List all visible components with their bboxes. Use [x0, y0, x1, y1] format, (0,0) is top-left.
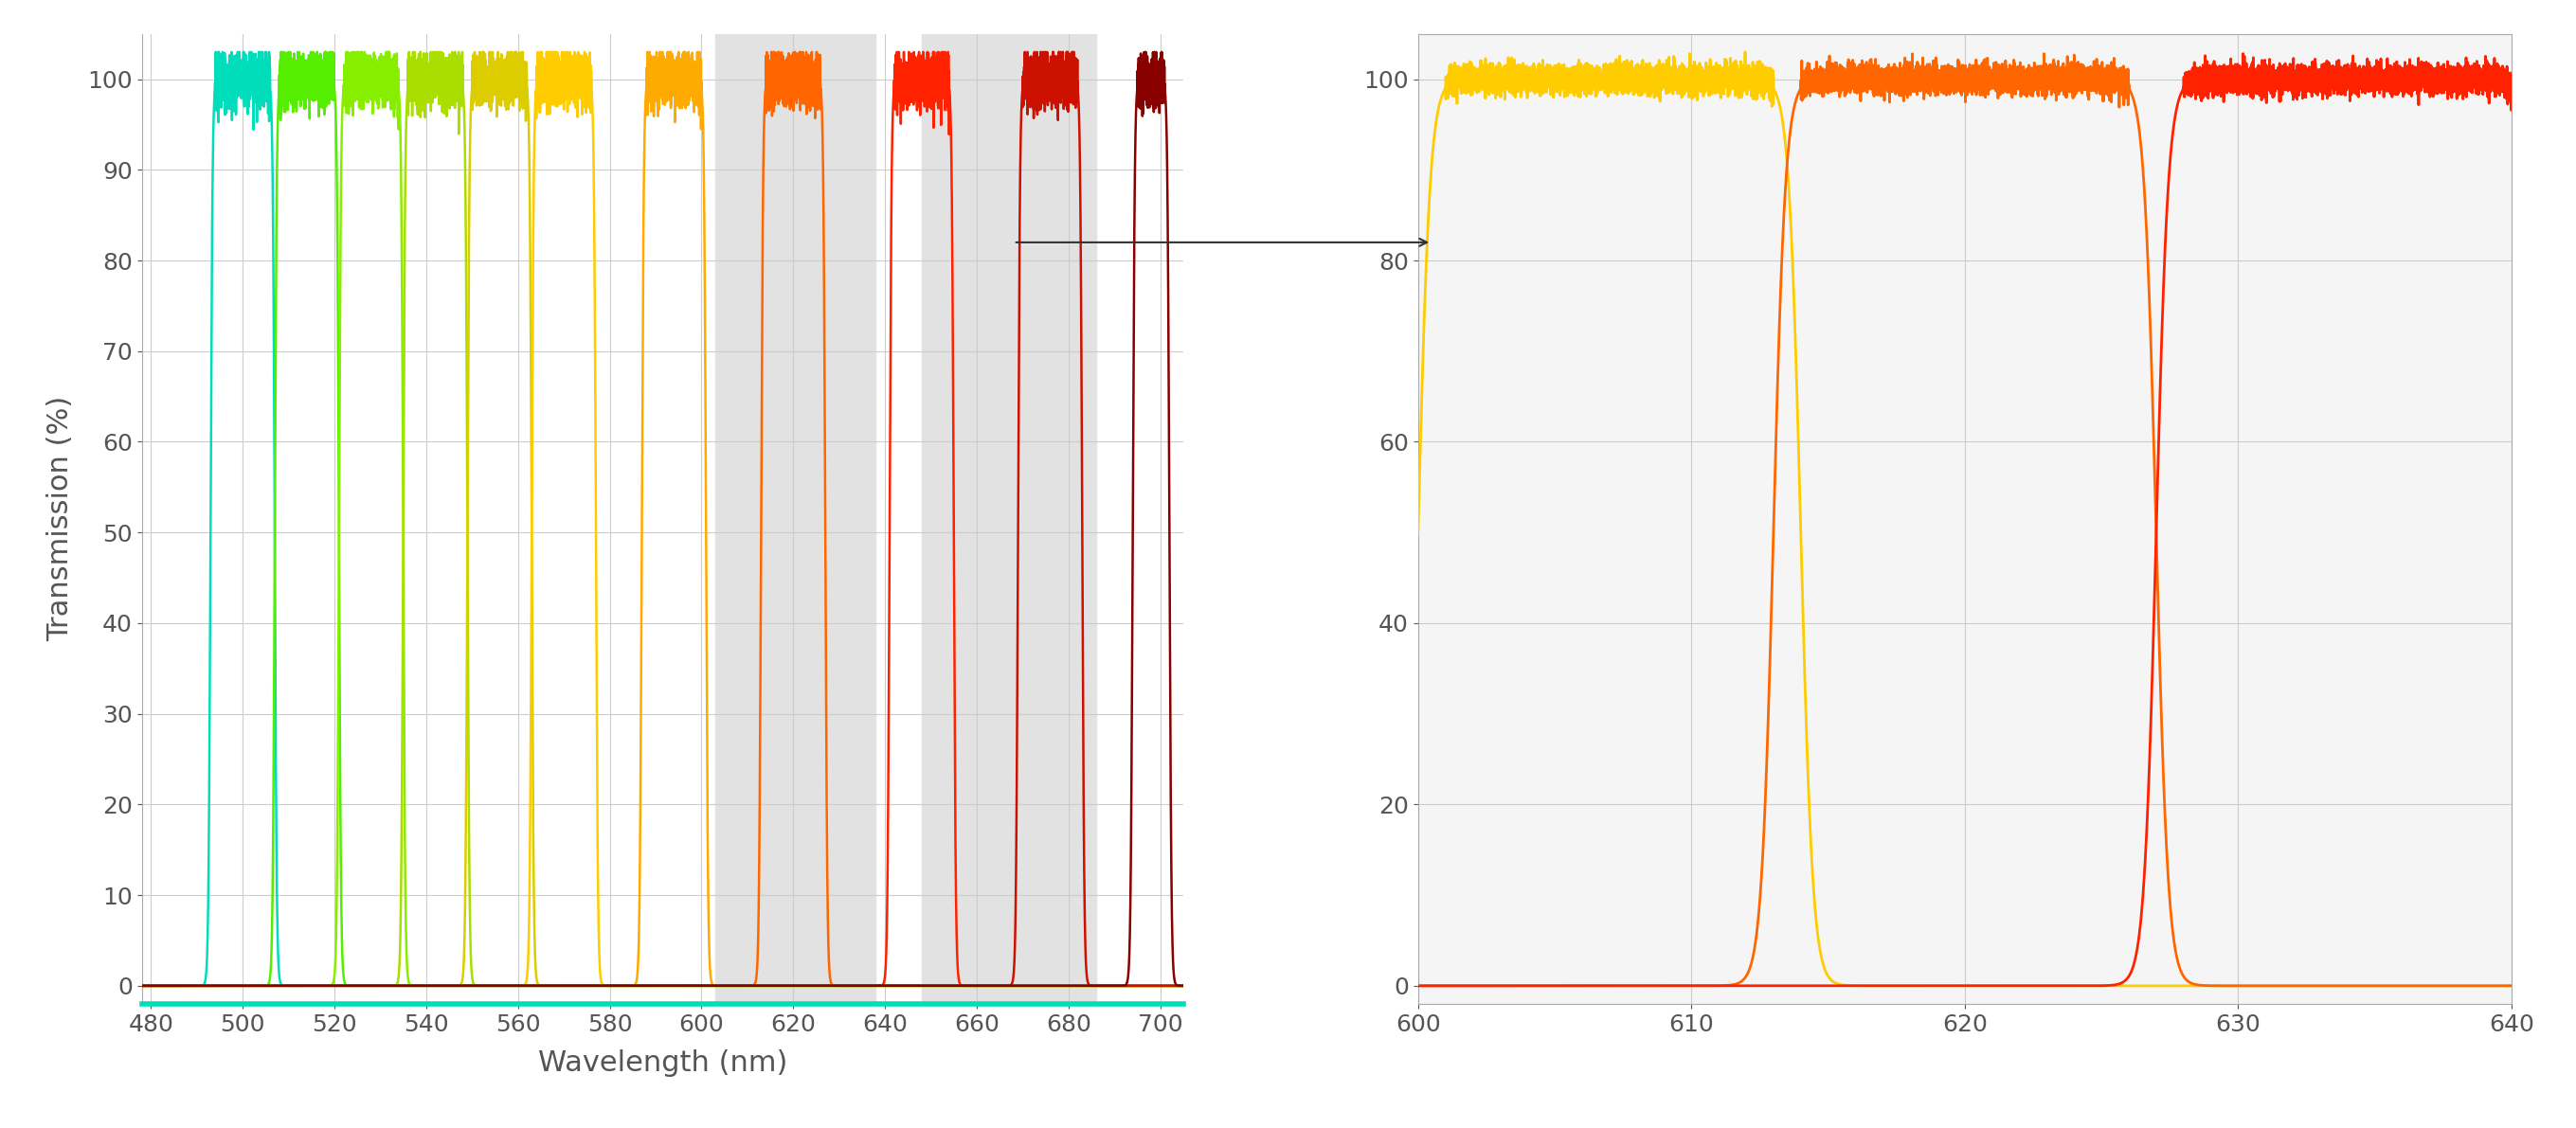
X-axis label: Wavelength (nm): Wavelength (nm): [538, 1049, 788, 1076]
Y-axis label: Transmission (%): Transmission (%): [46, 396, 75, 642]
Bar: [922, 34, 1095, 1004]
Bar: [716, 34, 876, 1004]
